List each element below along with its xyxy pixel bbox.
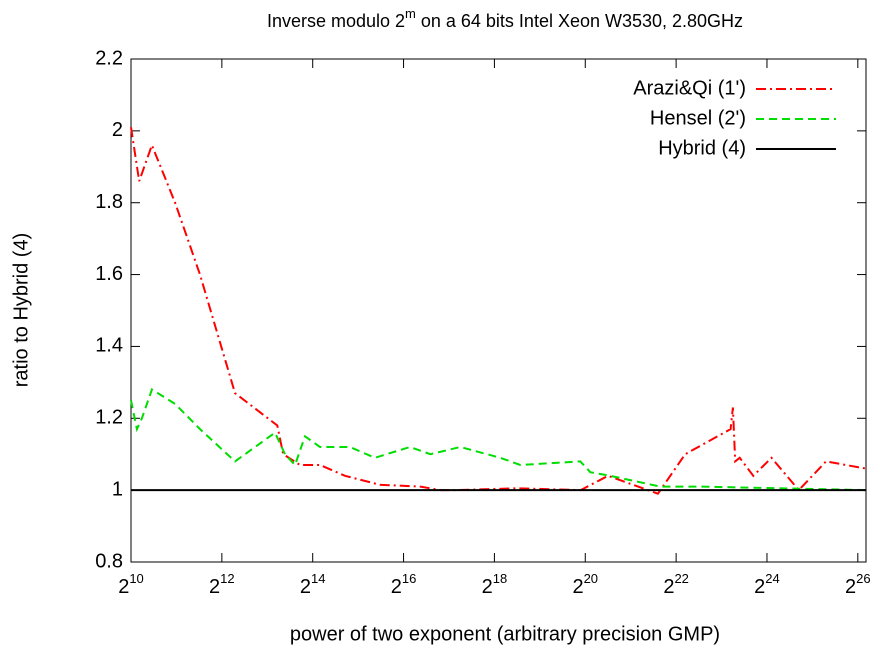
y-axis-label: ratio to Hybrid (4) <box>10 233 32 388</box>
title-sup: m <box>405 6 416 21</box>
x-tick-label: 226 <box>845 571 871 598</box>
x-tick-label: 216 <box>391 571 417 598</box>
title-text: Inverse modulo 2 <box>267 11 405 31</box>
x-tick-label: 222 <box>663 571 689 598</box>
x-tick-exponent: 24 <box>765 571 779 586</box>
x-tick-exponent: 12 <box>220 571 234 586</box>
x-tick-base: 2 <box>482 576 493 598</box>
series-line <box>130 387 867 492</box>
x-tick-base: 2 <box>754 576 765 598</box>
x-tick-exponent: 22 <box>674 571 688 586</box>
y-tick-label: 1.4 <box>95 335 123 357</box>
x-tick-base: 2 <box>572 576 583 598</box>
x-tick-exponent: 20 <box>584 571 598 586</box>
x-tick-base: 2 <box>209 576 220 598</box>
y-tick-label: 0.8 <box>95 550 123 572</box>
y-tick-label: 1.8 <box>95 191 123 213</box>
x-tick-base: 2 <box>300 576 311 598</box>
x-tick-exponent: 16 <box>402 571 416 586</box>
x-tick-base: 2 <box>118 576 129 598</box>
y-tick-label: 2.2 <box>95 47 123 69</box>
y-tick-label: 2 <box>112 119 123 141</box>
x-tick-base: 2 <box>845 576 856 598</box>
x-axis-label: power of two exponent (arbitrary precisi… <box>290 623 720 645</box>
legend-label: Hensel (2') <box>650 107 746 129</box>
series-line <box>130 127 867 495</box>
x-tick-base: 2 <box>663 576 674 598</box>
x-tick-exponent: 26 <box>856 571 870 586</box>
y-tick-label: 1.6 <box>95 263 123 285</box>
x-tick-label: 212 <box>209 571 235 598</box>
legend-label: Hybrid (4) <box>658 137 746 159</box>
x-tick-label: 220 <box>572 571 598 598</box>
legend-label: Arazi&Qi (1') <box>633 77 746 99</box>
y-tick-label: 1 <box>112 478 123 500</box>
x-tick-label: 214 <box>300 571 326 598</box>
x-tick-label: 224 <box>754 571 780 598</box>
title-text: on a 64 bits Intel Xeon W3530, 2.80GHz <box>416 11 743 31</box>
x-tick-exponent: 14 <box>311 571 325 586</box>
x-tick-exponent: 18 <box>493 571 507 586</box>
x-tick-exponent: 10 <box>129 571 143 586</box>
chart-title: Inverse modulo 2m on a 64 bits Intel Xeo… <box>267 6 743 30</box>
y-tick-label: 1.2 <box>95 407 123 429</box>
x-tick-label: 218 <box>482 571 508 598</box>
plot-border <box>130 58 867 563</box>
x-tick-label: 210 <box>118 571 144 598</box>
x-tick-base: 2 <box>391 576 402 598</box>
